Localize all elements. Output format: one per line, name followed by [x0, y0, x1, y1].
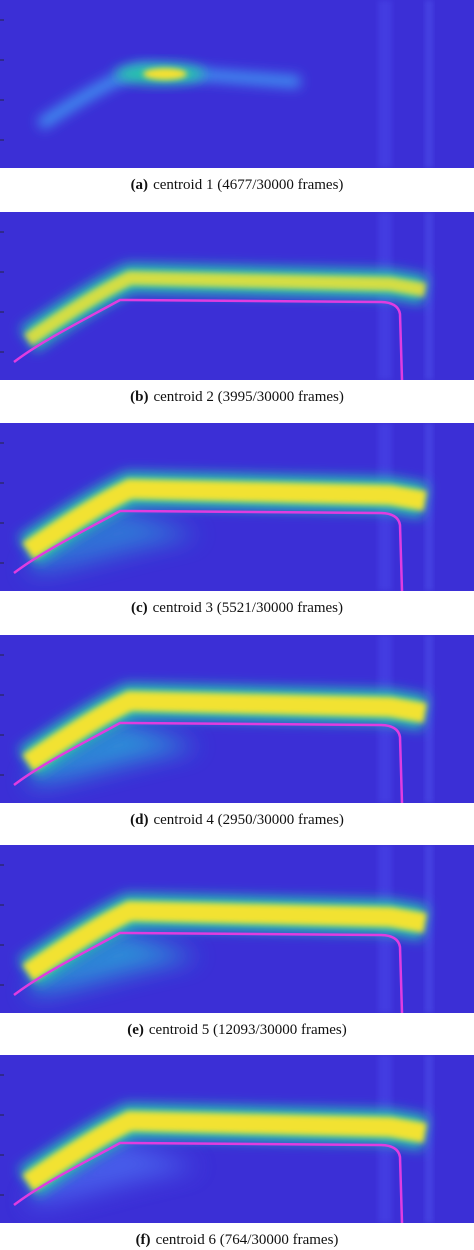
caption-label: (f)	[136, 1232, 151, 1248]
centroid-curve	[13, 1141, 404, 1223]
caption-label: (b)	[130, 389, 148, 405]
detector-edge	[425, 212, 433, 380]
detector-edge	[378, 0, 392, 168]
heat-wing	[25, 721, 200, 785]
heat-band	[24, 270, 427, 346]
centroid-curve	[13, 721, 404, 803]
heatmap	[0, 1055, 474, 1223]
caption: (b) centroid 2 (3995/30000 frames)	[130, 389, 344, 405]
heat-band	[22, 1110, 427, 1192]
heat-band	[22, 478, 427, 560]
caption-text: centroid 2 (3995/30000 frames)	[153, 389, 343, 405]
centroid-curve	[13, 931, 404, 1013]
panel: (f) centroid 6 (764/30000 frames)	[0, 1055, 474, 1248]
caption-label: (a)	[131, 177, 149, 193]
caption-text: centroid 5 (12093/30000 frames)	[149, 1022, 347, 1038]
detector-edge	[425, 845, 433, 1013]
detector-edge	[425, 635, 433, 803]
heatmap-background	[0, 0, 474, 168]
heatmap	[0, 0, 474, 168]
caption: (f) centroid 6 (764/30000 frames)	[136, 1232, 339, 1248]
panel: (b) centroid 2 (3995/30000 frames)	[0, 212, 474, 405]
detector-edge	[425, 0, 433, 168]
caption-text: centroid 1 (4677/30000 frames)	[153, 177, 343, 193]
heat-band	[22, 690, 427, 772]
centroid-curve	[13, 509, 404, 591]
heat-band	[22, 900, 427, 982]
heat-wing	[25, 509, 200, 573]
heat-wing	[25, 931, 200, 995]
detector-edge	[425, 1055, 433, 1223]
panel: (a) centroid 1 (4677/30000 frames)	[0, 0, 474, 193]
heatmap	[0, 635, 474, 803]
caption-label: (e)	[127, 1022, 144, 1038]
caption-text: centroid 6 (764/30000 frames)	[156, 1232, 339, 1248]
caption: (c) centroid 3 (5521/30000 frames)	[131, 600, 343, 616]
heat-wing	[25, 1141, 200, 1205]
caption-label: (c)	[131, 600, 148, 616]
heatmap	[0, 423, 474, 591]
detector-edge	[425, 423, 433, 591]
heatmap	[0, 212, 474, 380]
panel: (c) centroid 3 (5521/30000 frames)	[0, 423, 474, 616]
panel: (e) centroid 5 (12093/30000 frames)	[0, 845, 474, 1038]
caption-text: centroid 3 (5521/30000 frames)	[153, 600, 343, 616]
panel: (d) centroid 4 (2950/30000 frames)	[0, 635, 474, 828]
centroid-curve	[13, 298, 404, 380]
caption-label: (d)	[130, 812, 148, 828]
caption: (d) centroid 4 (2950/30000 frames)	[130, 812, 344, 828]
caption: (a) centroid 1 (4677/30000 frames)	[131, 177, 344, 193]
caption-text: centroid 4 (2950/30000 frames)	[153, 812, 343, 828]
caption: (e) centroid 5 (12093/30000 frames)	[127, 1022, 347, 1038]
heatmap	[0, 845, 474, 1013]
heat-blob	[143, 68, 187, 80]
